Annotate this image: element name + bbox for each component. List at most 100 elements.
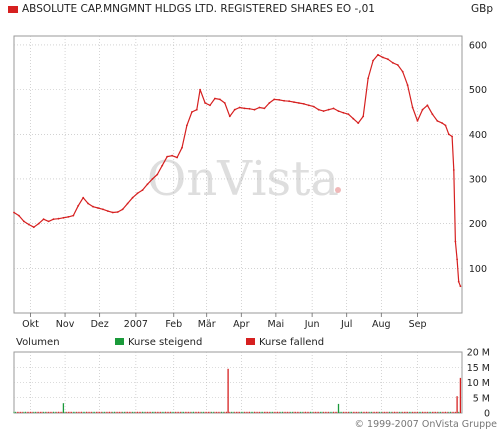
price-point [444,124,447,127]
price-point [278,99,281,101]
price-point [322,110,325,112]
legend-rising-label: Kurse steigend [128,337,203,348]
volume-y-tick-label: 0 [484,409,490,420]
price-point [372,59,374,62]
price-point [357,122,360,124]
price-point [146,183,149,186]
price-point [268,102,271,104]
legend-rising: Kurse steigend [115,337,202,348]
price-point [243,107,246,110]
volume-y-tick-label: 5 M [473,393,490,404]
price-y-tick-label: 500 [469,85,487,96]
price-point [288,100,290,103]
price-point [431,113,434,116]
price-point [161,164,164,167]
price-point [186,124,188,127]
price-point [352,117,355,120]
price-x-tick-label: Okt [22,319,39,330]
price-point [82,196,85,199]
price-point [191,111,193,113]
price-x-tick-label: Nov [56,319,75,330]
price-point [62,216,65,219]
price-y-tick-label: 600 [469,40,487,51]
price-point [27,223,30,226]
price-point [209,104,211,107]
price-point [456,258,458,261]
price-point [396,64,399,66]
price-plot-frame [13,35,463,314]
price-point [52,218,55,221]
price-point [67,216,70,218]
price-point [131,196,134,199]
series-color-swatch [8,6,18,13]
price-point [121,208,124,211]
price-point [298,102,300,104]
volume-bars [13,368,462,413]
price-x-tick-label: Sep [409,319,427,330]
price-x-tick-label: Feb [165,319,182,330]
price-point [347,113,350,116]
price-x-tick-label: 2007 [124,319,148,330]
price-point [377,53,379,56]
price-x-tick-label: Mai [268,319,285,330]
price-y-tick-label: 200 [469,219,487,230]
price-point [171,154,174,157]
price-point [411,106,414,109]
price-point [312,105,315,108]
volume-y-axis: 0 5 M 10 M 15 M 20 M [467,348,490,420]
price-point [87,202,89,205]
price-point [141,189,144,192]
volume-y-tick-label: 20 M [467,348,490,359]
price-point [337,110,340,112]
price-y-tick-label: 400 [469,130,487,141]
price-grid [14,36,462,313]
price-point [238,106,241,109]
legend-falling-label: Kurse fallend [259,337,325,348]
price-point [57,217,60,220]
price-x-tick-label: Mär [198,319,216,330]
watermark-dot [335,187,341,193]
price-point [317,108,320,111]
price-point [77,204,80,207]
price-point [228,115,231,118]
volume-y-tick-label: 10 M [467,378,490,389]
price-point [18,214,20,217]
price-point [42,218,45,221]
price-point [387,58,389,61]
price-point [195,108,198,111]
price-point [332,107,335,110]
price-point [441,122,444,124]
price-x-tick-label: Aug [372,319,391,330]
price-point [166,155,169,158]
price-point [273,98,276,101]
chart-title: ABSOLUTE CAP.MNGMNT HLDGS LTD. REGISTERE… [22,3,375,15]
price-point [111,211,114,214]
price-point [176,156,179,159]
price-point [406,84,409,86]
price-point [303,103,305,105]
price-point [136,192,139,195]
price-point [457,280,460,283]
price-series [13,53,462,288]
price-point [199,88,202,91]
price-point [293,101,295,103]
price-point [214,97,216,100]
price-point [126,202,129,205]
price-x-tick-label: Apr [233,319,250,330]
copyright-notice: © 1999-2007 OnVista Gruppe [354,419,497,430]
price-point [107,210,109,213]
price-point [447,133,450,136]
price-point [391,61,394,64]
price-point [342,111,345,114]
volume-grid [14,352,462,413]
price-point [362,115,365,118]
price-point [367,77,369,80]
price-point [204,102,207,104]
price-point [116,211,119,213]
volume-y-tick-label: 15 M [467,363,490,374]
price-point [426,104,429,107]
price-point [37,222,40,225]
price-y-tick-label: 100 [469,264,487,275]
falling-swatch [246,338,255,345]
